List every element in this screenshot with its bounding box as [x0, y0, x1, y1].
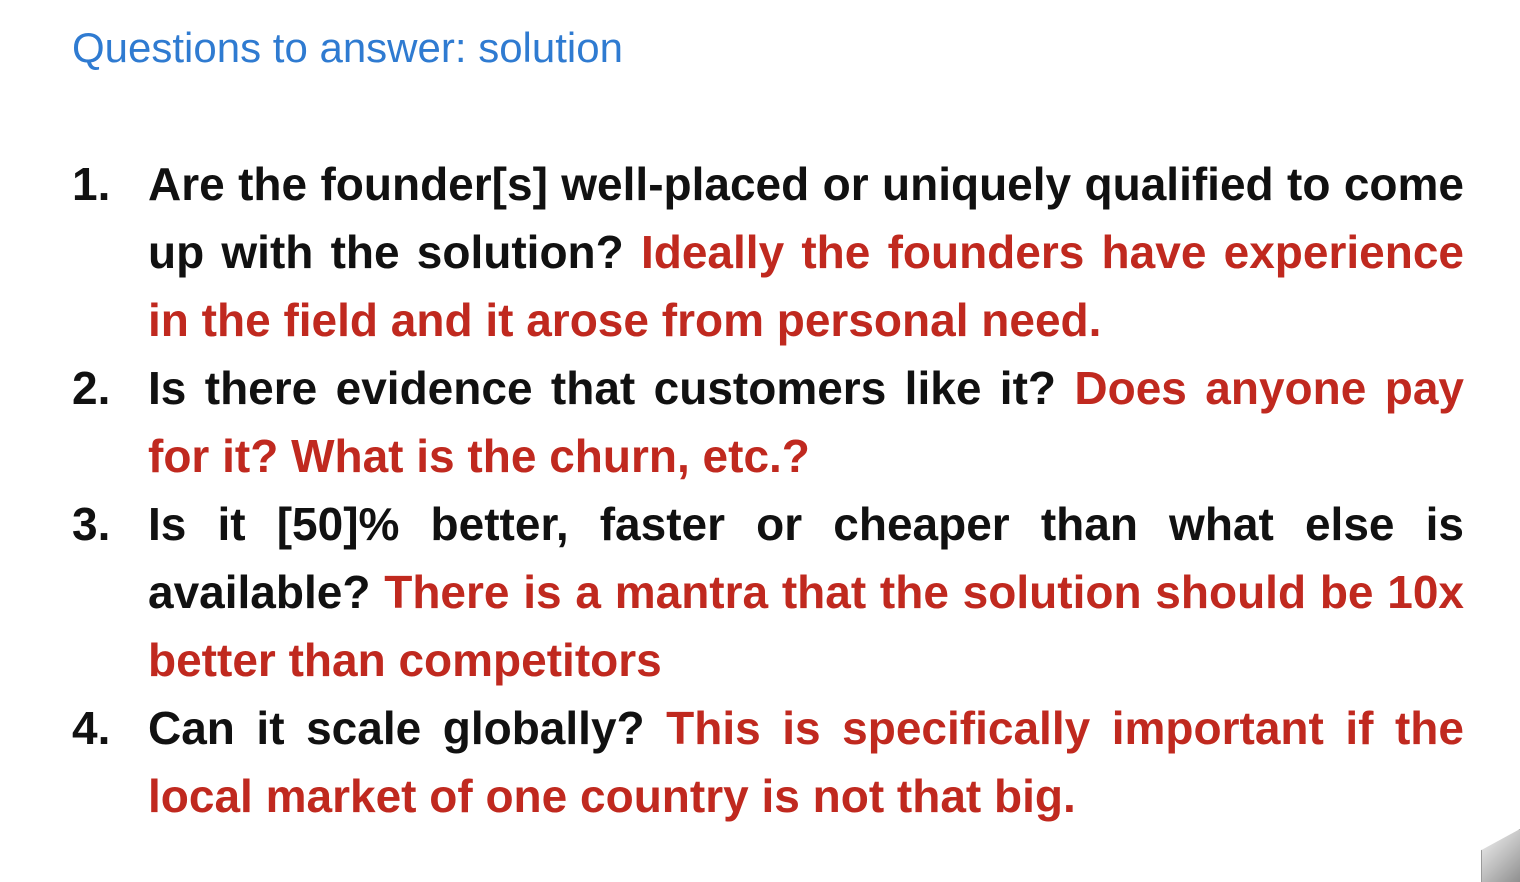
- question-text: Is there evidence that customers like it…: [148, 362, 1075, 414]
- question-list: 1. Are the founder[s] well-placed or uni…: [72, 150, 1464, 830]
- question-note: Does anyone pay for it? What is the chur…: [148, 362, 1464, 482]
- question-note: This is specifically important if the lo…: [148, 702, 1464, 822]
- slide-title: Questions to answer: solution: [72, 24, 623, 71]
- page-curl-corner: [1481, 829, 1520, 882]
- question-text: Can it scale globally?: [148, 702, 667, 754]
- question-note: Ideally the founders have experience in …: [148, 226, 1464, 346]
- question-note: There is a mantra that the solution shou…: [148, 566, 1465, 686]
- question-number: 1.: [72, 158, 111, 210]
- question-text: Is it [50]% better, faster or cheaper th…: [148, 498, 1464, 618]
- question-item-1: 1. Are the founder[s] well-placed or uni…: [72, 150, 1464, 354]
- question-text: Are the founder[s] well-placed or unique…: [148, 158, 1464, 278]
- question-number: 3.: [72, 498, 111, 550]
- question-item-3: 3. Is it [50]% better, faster or cheaper…: [72, 490, 1464, 694]
- question-item-4: 4. Can it scale globally? This is specif…: [72, 694, 1464, 830]
- question-number: 2.: [72, 362, 111, 414]
- question-number: 4.: [72, 702, 111, 754]
- question-item-2: 2. Is there evidence that customers like…: [72, 354, 1464, 490]
